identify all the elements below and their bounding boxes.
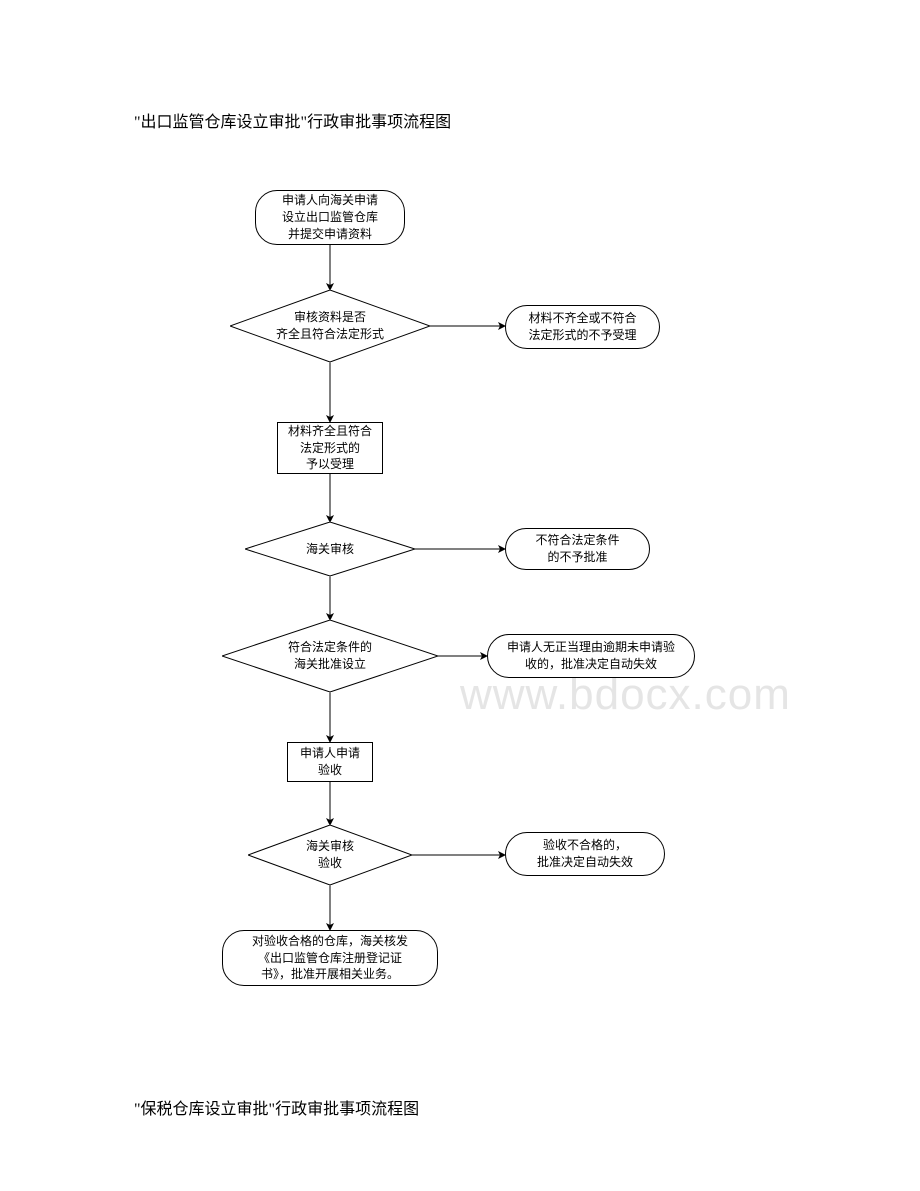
node-fail-accept: 验收不合格的，批准决定自动失效	[505, 832, 665, 876]
node-reject-review: 不符合法定条件的不予批准	[505, 528, 650, 570]
flowchart: www.bdocx.com 申请人向海关申请设立出口监管仓库并提交申请资料审核资…	[180, 190, 780, 1040]
page-title-1: "出口监管仓库设立审批"行政审批事项流程图	[134, 108, 451, 132]
node-label: 海关审核验收	[288, 838, 372, 872]
node-label: 审核资料是否齐全且符合法定形式	[258, 309, 402, 343]
node-apply-accept: 申请人申请验收	[287, 742, 373, 782]
node-label: 海关审核	[288, 541, 372, 558]
page-title-2: "保税仓库设立审批"行政审批事项流程图	[134, 1095, 419, 1119]
node-customs-review: 海关审核	[245, 522, 415, 576]
node-reject-material: 材料不齐全或不符合法定形式的不予受理	[505, 305, 660, 349]
node-accept: 材料齐全且符合法定形式的予以受理	[277, 422, 383, 474]
node-acceptance: 海关审核验收	[248, 825, 412, 885]
node-overdue: 申请人无正当理由逾期未申请验收的，批准决定自动失效	[487, 634, 695, 678]
node-label: 符合法定条件的海关批准设立	[270, 639, 390, 673]
node-end: 对验收合格的仓库，海关核发《出口监管仓库注册登记证书》，批准开展相关业务。	[222, 930, 438, 986]
node-start: 申请人向海关申请设立出口监管仓库并提交申请资料	[255, 190, 405, 245]
node-approve: 符合法定条件的海关批准设立	[222, 620, 438, 692]
node-check-material: 审核资料是否齐全且符合法定形式	[230, 290, 430, 362]
